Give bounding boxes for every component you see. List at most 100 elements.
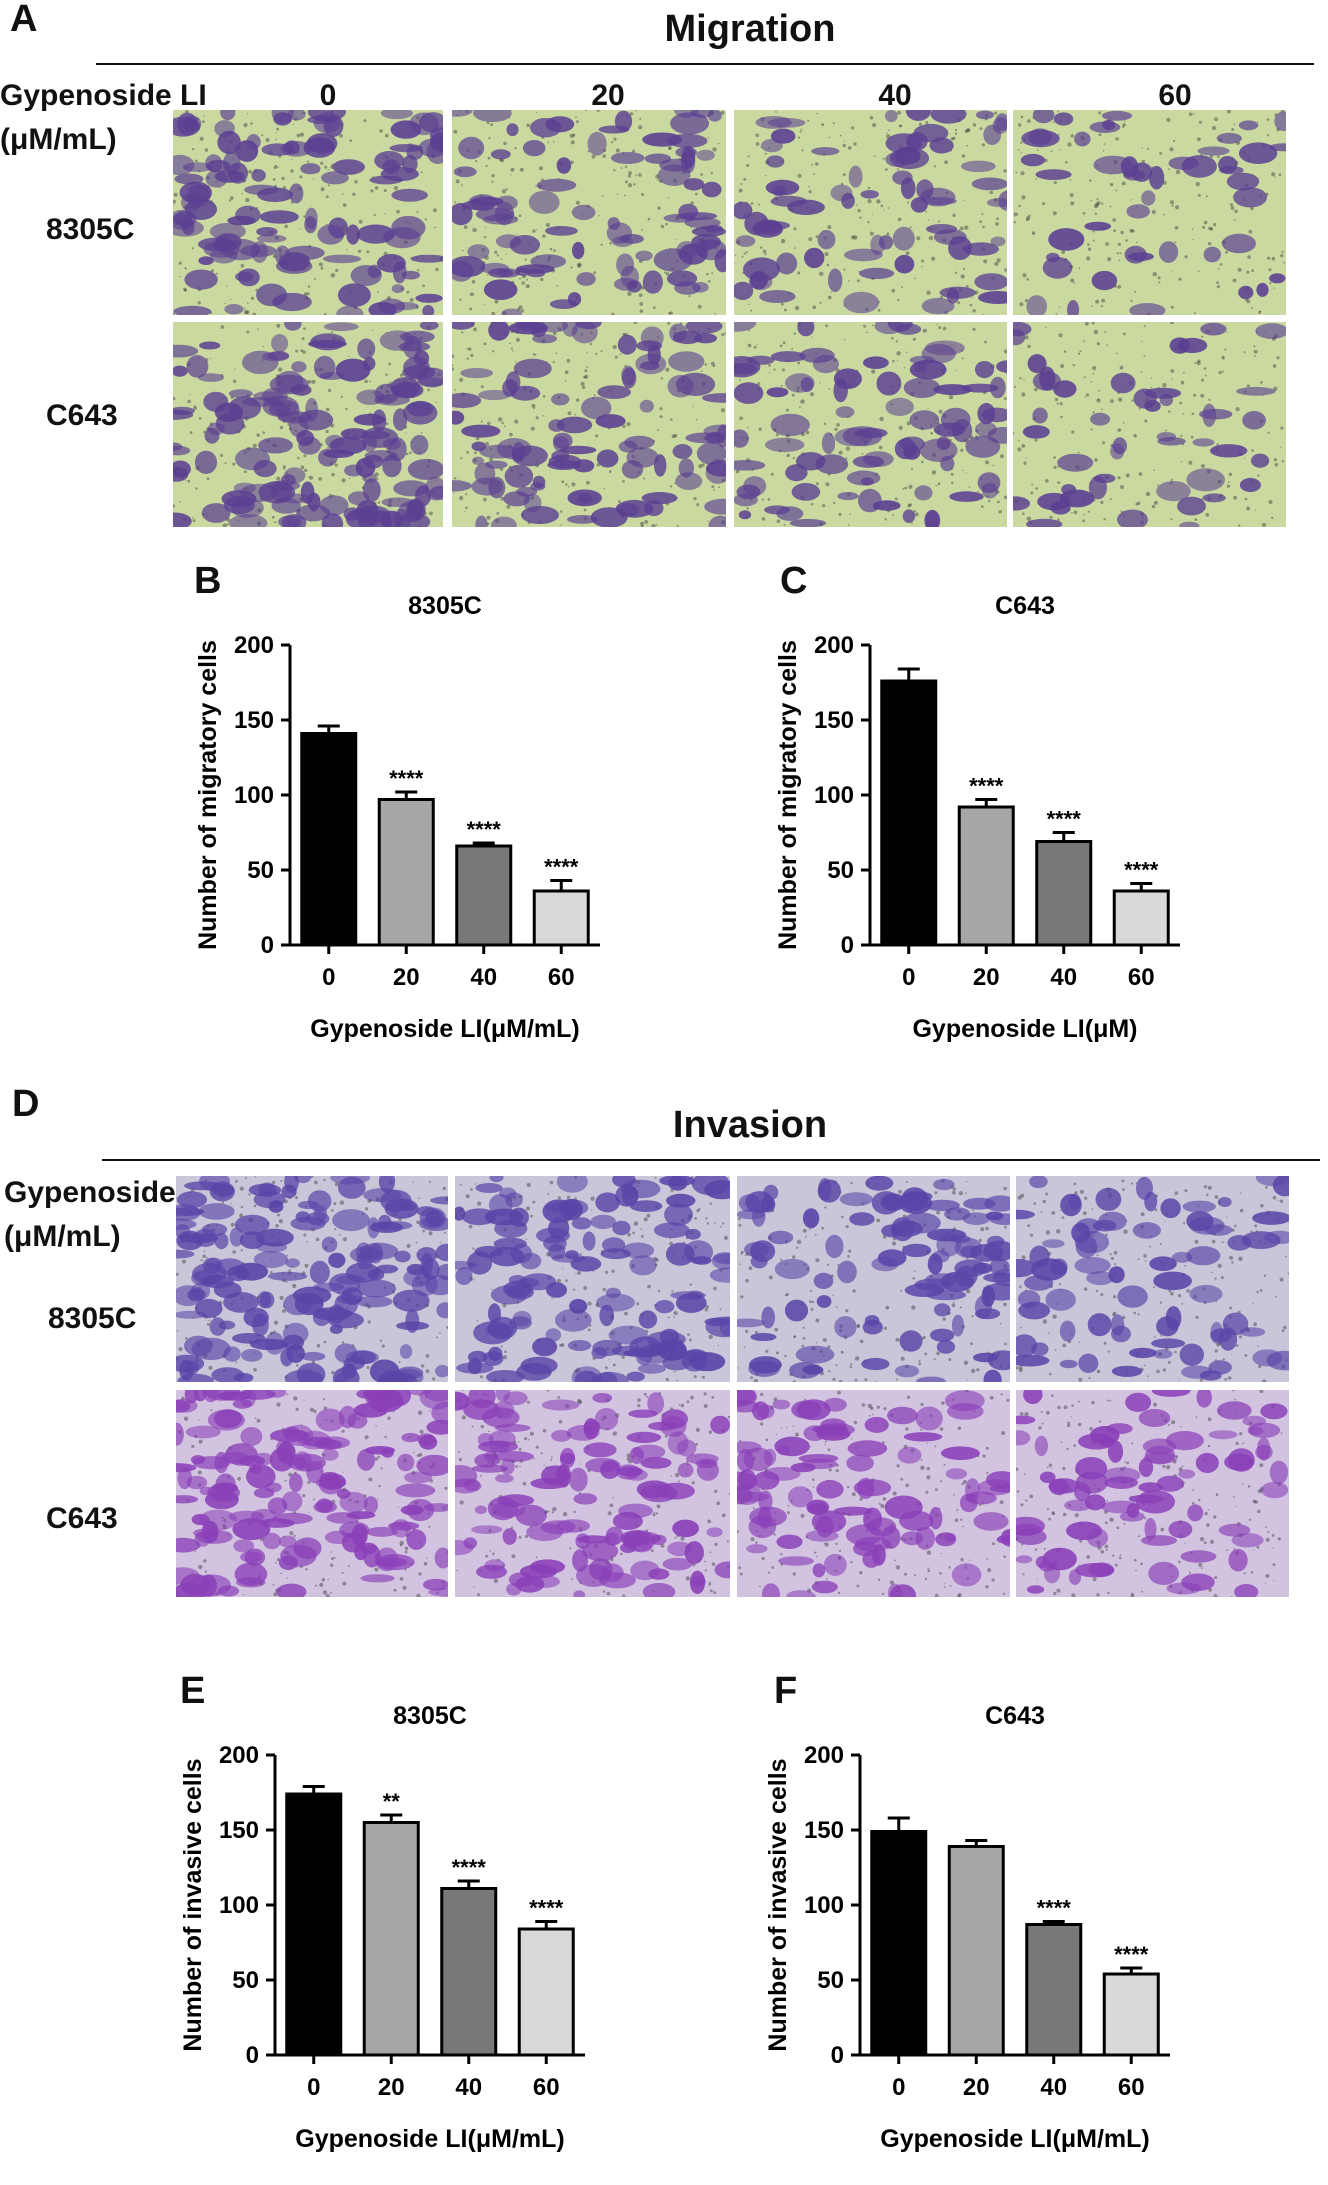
- bar: [532, 889, 590, 947]
- bar: [880, 679, 938, 947]
- y-tick-label: 200: [814, 632, 854, 659]
- y-tick-label: 50: [817, 1967, 844, 1994]
- significance-label: **: [383, 1789, 401, 1814]
- x-tick-label: 0: [322, 964, 335, 991]
- panel-letter-a: A: [10, 0, 38, 40]
- significance-label: ****: [452, 1855, 487, 1880]
- migration-image-8305c-dose-2: [734, 110, 1007, 315]
- invasion-image-c643-dose-3: [1016, 1390, 1289, 1597]
- migration-image-8305c-dose-3: [1013, 110, 1286, 315]
- migration-image-c643-dose-0: [173, 322, 443, 527]
- bar: [957, 805, 1015, 947]
- migration-treatment-label: Gypenoside LI: [0, 79, 207, 112]
- bar: [870, 1830, 928, 2057]
- bar: [455, 844, 513, 947]
- bar-chart-e-invasion-8305c: 8305C Number of invasive cells 0 50 100 150 20…: [179, 1702, 585, 2153]
- y-tick-label: 50: [827, 857, 854, 884]
- migration-dose-20: 20: [591, 79, 625, 112]
- x-tick-label: 0: [892, 2074, 905, 2101]
- y-tick-label: 150: [804, 1817, 844, 1844]
- panel-letter-e: E: [180, 1670, 206, 1712]
- migration-row-label-8305c: 8305C: [46, 213, 135, 246]
- y-tick-label: 100: [804, 1892, 844, 1919]
- invasion-title-rule: [102, 1159, 1320, 1161]
- significance-label: ****: [1114, 1942, 1149, 1967]
- x-tick-label: 0: [902, 964, 915, 991]
- y-tick-label: 0: [246, 2042, 259, 2069]
- x-tick-label: 40: [470, 964, 497, 991]
- y-tick-label: 0: [841, 932, 854, 959]
- y-tick-label: 150: [219, 1817, 259, 1844]
- x-tick-label: 40: [1040, 2074, 1067, 2101]
- y-axis-label: Number of invasive cells: [179, 1758, 207, 2051]
- invasion-image-c643-dose-0: [176, 1390, 448, 1597]
- y-tick-label: 50: [232, 1967, 259, 1994]
- y-axis-label: Number of migratory cells: [774, 640, 802, 950]
- bar: [377, 798, 435, 947]
- bar: [285, 1792, 343, 2057]
- y-tick-label: 150: [234, 707, 274, 734]
- migration-row-label-c643: C643: [46, 399, 118, 432]
- x-axis-label: Gypenoside LI(μM/mL): [880, 2125, 1149, 2153]
- y-tick-label: 0: [261, 932, 274, 959]
- significance-label: ****: [389, 766, 424, 791]
- migration-image-8305c-dose-0: [173, 110, 443, 315]
- y-tick-label: 100: [219, 1892, 259, 1919]
- x-tick-label: 60: [1128, 964, 1155, 991]
- invasion-treatment-unit: (μM/mL): [4, 1220, 121, 1253]
- chart-title: 8305C: [408, 592, 482, 620]
- bar-chart-c-migration-c643: C643 Number of migratory cells 0 50 100 150 20…: [774, 592, 1180, 1043]
- invasion-row-label-c643: C643: [46, 1502, 118, 1535]
- bar: [947, 1845, 1005, 2057]
- x-tick-label: 0: [307, 2074, 320, 2101]
- y-tick-label: 150: [814, 707, 854, 734]
- panel-letter-f: F: [774, 1670, 798, 1712]
- y-tick-label: 0: [831, 2042, 844, 2069]
- migration-title: Migration: [664, 8, 836, 50]
- x-tick-label: 60: [1118, 2074, 1145, 2101]
- migration-image-c643-dose-2: [734, 322, 1007, 527]
- bar: [1112, 889, 1170, 947]
- bar: [1102, 1972, 1160, 2057]
- bar: [440, 1887, 498, 2057]
- x-tick-label: 20: [393, 964, 420, 991]
- bar: [1035, 840, 1093, 947]
- chart-title: 8305C: [393, 1702, 467, 1730]
- migration-title-rule: [96, 63, 1314, 65]
- invasion-image-8305c-dose-0: [176, 1176, 448, 1382]
- x-axis-label: Gypenoside LI(μM/mL): [295, 2125, 564, 2153]
- x-tick-label: 40: [455, 2074, 482, 2101]
- x-tick-label: 20: [963, 2074, 990, 2101]
- y-tick-label: 50: [247, 857, 274, 884]
- chart-title: C643: [985, 1702, 1045, 1730]
- x-axis-label: Gypenoside LI(μM/mL): [310, 1015, 579, 1043]
- migration-dose-40: 40: [878, 79, 912, 112]
- panel-letter-d: D: [12, 1083, 40, 1125]
- bar-chart-b-migration-8305c: 8305C Number of migratory cells 0 50 100 150 2…: [194, 592, 600, 1043]
- bar: [362, 1821, 420, 2057]
- y-axis-label: Number of invasive cells: [764, 1758, 792, 2051]
- significance-label: ****: [1124, 858, 1159, 883]
- y-axis-label: Number of migratory cells: [194, 640, 222, 950]
- invasion-image-8305c-dose-2: [737, 1176, 1010, 1382]
- migration-treatment-unit: (μM/mL): [0, 123, 117, 156]
- y-tick-label: 100: [814, 782, 854, 809]
- migration-dose-60: 60: [1158, 79, 1192, 112]
- x-tick-label: 40: [1050, 964, 1077, 991]
- x-tick-label: 60: [533, 2074, 560, 2101]
- bar: [300, 732, 358, 947]
- migration-image-c643-dose-3: [1013, 322, 1286, 527]
- invasion-image-8305c-dose-1: [455, 1176, 730, 1382]
- y-tick-label: 100: [234, 782, 274, 809]
- significance-label: ****: [529, 1896, 564, 1921]
- y-tick-label: 200: [804, 1742, 844, 1769]
- panel-letter-c: C: [780, 560, 808, 602]
- y-tick-label: 200: [219, 1742, 259, 1769]
- significance-label: ****: [467, 817, 502, 842]
- migration-image-c643-dose-1: [452, 322, 726, 527]
- y-tick-label: 200: [234, 632, 274, 659]
- invasion-title: Invasion: [672, 1104, 828, 1146]
- invasion-image-8305c-dose-3: [1016, 1176, 1289, 1382]
- migration-dose-0: 0: [319, 79, 337, 112]
